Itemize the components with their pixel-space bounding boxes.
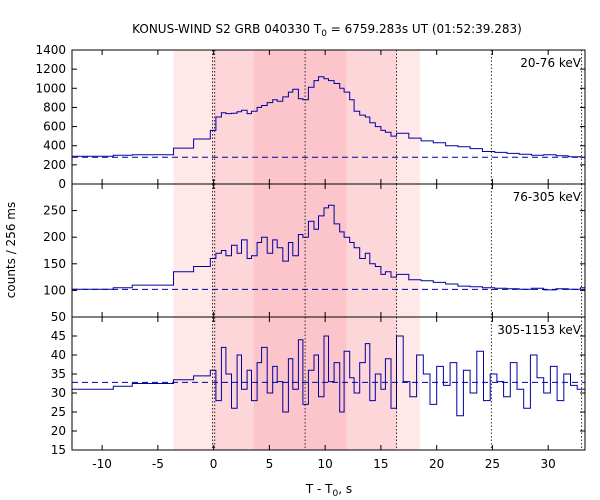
- panel-frame-2: [71, 316, 586, 451]
- y-tick-label: 20: [51, 424, 66, 438]
- y-axis-label: counts / 256 ms: [4, 202, 18, 298]
- y-tick-label: 40: [51, 348, 66, 362]
- light-curve-0: [72, 76, 585, 158]
- y-tick-label: 100: [43, 283, 66, 297]
- x-axis-label: T - T0, s: [305, 482, 352, 499]
- x-tick-label: 5: [266, 457, 274, 471]
- chart-title: KONUS-WIND S2 GRB 040330 T0 = 6759.283s …: [132, 22, 522, 39]
- light-curve-2: [72, 335, 585, 417]
- energy-band-label: 305-1153 keV: [497, 323, 581, 337]
- energy-band-label: 76-305 keV: [513, 190, 582, 204]
- y-tick-label: 25: [51, 405, 66, 419]
- energy-band-label: 20-76 keV: [520, 56, 582, 70]
- y-tick-label: 0: [58, 177, 66, 191]
- y-tick-label: 45: [51, 329, 66, 343]
- reference-lines: [72, 50, 585, 450]
- x-tick-label: 0: [210, 457, 218, 471]
- y-tick-label: 200: [43, 230, 66, 244]
- y-tick-label: 50: [51, 310, 66, 324]
- y-tick-label: 400: [43, 139, 66, 153]
- x-tick-label: 20: [429, 457, 444, 471]
- light-curve-1: [72, 204, 585, 291]
- y-tick-label: 35: [51, 367, 66, 381]
- y-tick-label: 30: [51, 386, 66, 400]
- y-tick-label: 600: [43, 120, 66, 134]
- y-tick-label: 800: [43, 100, 66, 114]
- x-tick-label: -10: [92, 457, 112, 471]
- x-tick-label: 30: [541, 457, 556, 471]
- x-tick-label: 25: [485, 457, 500, 471]
- shaded-region-inner: [253, 50, 347, 450]
- y-tick-label: 1000: [35, 81, 66, 95]
- y-tick-label: 200: [43, 158, 66, 172]
- panel-frames: [71, 49, 586, 451]
- y-tick-label: 250: [43, 204, 66, 218]
- x-tick-label: 15: [373, 457, 388, 471]
- shaded-intervals: [173, 50, 420, 450]
- y-tick-label: 15: [51, 443, 66, 457]
- y-tick-label: 1400: [35, 43, 66, 57]
- x-tick-label: -5: [152, 457, 164, 471]
- y-tick-label: 150: [43, 257, 66, 271]
- light-curve-series: [72, 76, 585, 417]
- y-tick-label: 1200: [35, 62, 66, 76]
- x-tick-label: 10: [318, 457, 333, 471]
